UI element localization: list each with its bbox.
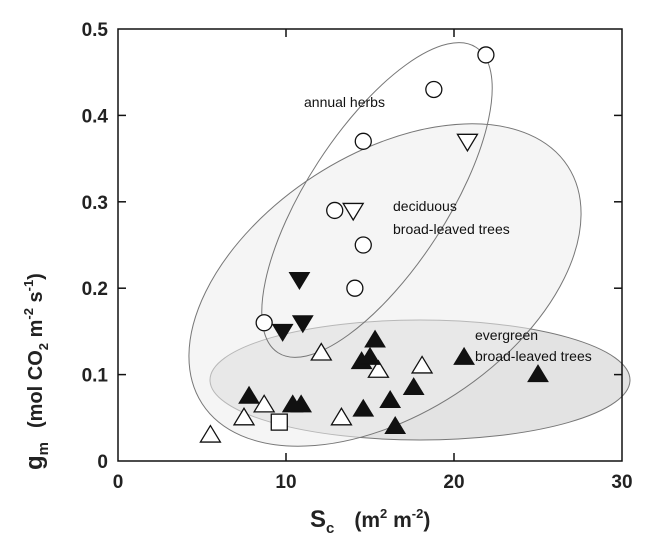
annotation-deciduous-line2: broad-leaved trees	[393, 221, 510, 237]
plot-frame	[117, 28, 623, 462]
y-tick-label: 0.5	[82, 20, 109, 41]
annotation-deciduous-line1: deciduous	[393, 198, 457, 214]
ellipse-annual-herbs	[261, 42, 493, 358]
data-point-triangle-up-open	[367, 359, 390, 378]
data-point-triangle-up-filled	[364, 329, 386, 348]
y-axis-title-symbol: g	[21, 455, 48, 470]
data-point-triangle-up-open	[232, 407, 256, 426]
x-axis-title: Sc (m2 m-2)	[310, 506, 430, 537]
y-axis-title-sup1: -2	[21, 308, 36, 320]
data-point-triangle-up-open	[310, 342, 333, 361]
group-ellipses	[188, 42, 631, 447]
data-point-triangle-up-filled	[352, 398, 375, 417]
data-point-circle-open	[255, 314, 273, 332]
y-axis-title-subscript: m	[35, 442, 52, 455]
x-axis-title-sup2: -2	[412, 506, 424, 521]
data-point-triangle-up-filled	[238, 385, 260, 404]
data-point-triangle-up-filled	[527, 364, 549, 383]
x-axis-title-symbol: S	[310, 506, 326, 533]
y-tick-label: 0.4	[82, 106, 109, 127]
x-axis-title-units-close: )	[423, 509, 430, 532]
axis-ticks: 0 10 20 30 0 0.1 0.2 0.3 0.4 0.5	[82, 20, 633, 493]
data-point-triangle-up-filled	[402, 377, 425, 396]
y-axis-title-part2: m	[25, 320, 47, 343]
data-point-triangle-up-open	[199, 424, 222, 443]
x-axis-title-sup1: 2	[380, 506, 387, 521]
x-tick-label: 30	[611, 472, 632, 493]
data-point-square-open	[270, 413, 288, 431]
annotation-annual-herbs: annual herbs	[304, 94, 385, 110]
x-tick-label: 0	[113, 472, 124, 493]
data-point-circle-open	[354, 132, 372, 150]
data-point-triangle-down-open	[456, 133, 479, 153]
data-point-triangle-down-open	[342, 202, 365, 222]
data-point-triangle-up-filled	[290, 394, 313, 413]
y-tick-label: 0.3	[82, 193, 108, 214]
x-axis-title-units-open: (m	[354, 509, 380, 532]
data-point-circle-open	[425, 80, 443, 99]
y-axis-title-sup2: -1	[21, 280, 36, 292]
data-point-triangle-down-filled	[288, 272, 311, 291]
data-point-triangle-up-open	[330, 407, 353, 426]
y-tick-label: 0	[97, 452, 108, 473]
data-point-triangle-down-filled	[271, 323, 294, 342]
data-point-triangle-down-filled	[291, 315, 314, 334]
x-tick-label: 10	[275, 472, 296, 493]
y-tick-label: 0.2	[82, 279, 108, 300]
data-point-triangle-up-open	[410, 355, 434, 374]
annotation-evergreen-line1: evergreen	[475, 327, 538, 343]
data-point-circle-open	[354, 236, 372, 254]
x-axis-title-subscript: c	[326, 520, 334, 537]
y-axis-title-sub2: 2	[36, 343, 51, 350]
data-point-circle-open	[346, 279, 364, 297]
y-tick-label: 0.1	[82, 366, 109, 387]
y-axis-title-part4: )	[25, 273, 47, 280]
y-axis-title-part3: s	[25, 291, 47, 308]
x-tick-label: 20	[443, 472, 464, 493]
annotation-evergreen-line2: broad-leaved trees	[475, 348, 592, 364]
data-points	[199, 46, 549, 443]
y-axis-title: gm(mol CO2 m-2 s-1)	[21, 273, 52, 470]
data-point-triangle-up-filled	[453, 346, 475, 365]
data-point-circle-open	[477, 46, 495, 64]
ellipse-deciduous	[188, 123, 582, 447]
x-axis-title-units-mid: m	[387, 509, 412, 532]
data-point-triangle-up-filled	[379, 390, 402, 409]
data-point-circle-open	[326, 201, 344, 220]
data-point-triangle-up-filled	[359, 346, 381, 365]
y-axis-title-part1: (mol CO	[25, 350, 47, 428]
data-point-triangle-up-filled	[384, 415, 407, 434]
